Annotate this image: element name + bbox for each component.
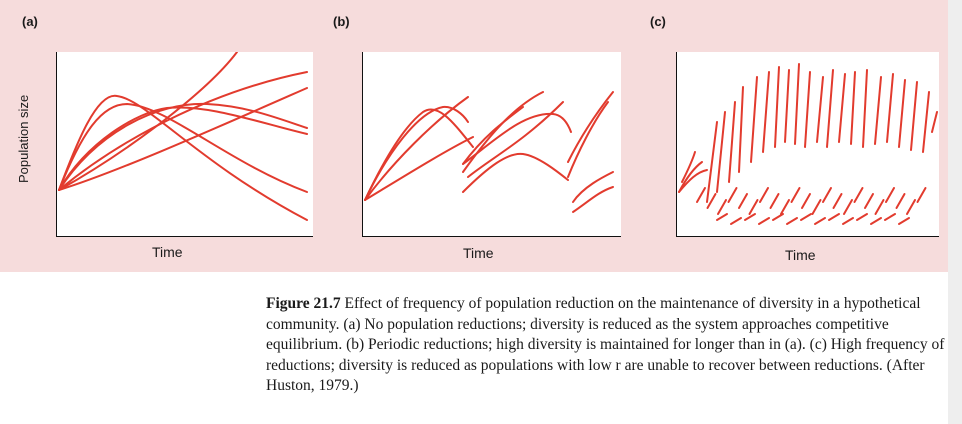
panel-c-curve [706,121,718,203]
panel-c-curve [728,101,736,183]
panel-c-curve [916,187,927,203]
panel-c-curve [874,76,882,145]
panel-c-curve [762,71,770,153]
panel-c-curve [843,199,853,215]
panel-b-curve [572,186,614,213]
panel-c-axes [676,52,939,237]
panel-c-curve [862,69,868,148]
panel-c-curve [681,151,696,183]
panel-c-curve [750,76,758,163]
panel-c-curve [816,76,824,143]
panel-b-label: (b) [333,14,350,29]
panel-c-label: (c) [650,14,666,29]
panel-b-curve [567,91,614,163]
panel-c-curve [814,217,826,225]
panel-c-curve [717,199,727,215]
panel-b-axes [362,52,621,237]
panel-c-curve [801,193,811,209]
caption-figure-number: Figure 21.7 [266,295,341,312]
panel-c-curve [800,213,812,221]
panel-c-curve [832,193,843,209]
panel-c-curve [870,217,882,225]
panel-c-curve [738,86,744,173]
panel-c-plot [678,63,938,225]
panel-c-x-axis-label: Time [785,247,816,263]
panel-c-curve [716,213,728,221]
panel-a-curve [58,106,308,191]
panel-a-curve [58,94,308,221]
panel-a-axes [56,52,313,237]
panel-c-curve [716,111,726,193]
page-edge [948,0,962,424]
panel-b-curve [572,171,614,203]
panel-c-curve [804,71,811,148]
panel-a-curve [58,52,238,191]
panel-a-label: (a) [22,14,38,29]
panel-c-curve [769,193,780,209]
panel-b-curve [364,105,469,201]
panel-c-curve [874,199,885,215]
panel-c-curve [758,217,770,225]
figure-panel-area: (a) (b) (c) Population size Time Time Ti… [0,0,962,272]
panel-c-curve [886,73,894,143]
panel-c-curve [774,66,780,148]
panel-c-curve [748,199,759,215]
figure-caption: Figure 21.7 Effect of frequency of popul… [266,294,956,397]
panel-b-curve [567,101,609,178]
panel-b-curve [462,91,544,173]
panel-c-curve [895,193,906,209]
panel-c-curve [678,169,708,193]
panel-c-curve [828,213,840,221]
panel-c-curve [786,217,798,225]
panel-b-curve [364,136,474,201]
panel-c-curve [730,217,742,225]
panel-b-curve [462,152,569,193]
panel-b-curve [467,101,564,178]
panel-c-curve [838,73,846,143]
panel-c-curve [727,187,738,203]
panel-c-curve [898,217,910,225]
panel-c-curve [898,79,906,148]
panel-a-plot [58,52,308,221]
panel-c-curve [906,199,916,215]
panel-c-curve [744,213,756,221]
panel-c-curve [811,199,822,215]
panel-c-curve [853,187,864,203]
panel-c-curve [922,91,930,153]
panel-c-curve [794,63,800,145]
panel-c-curve [884,213,896,221]
panel-b-curve [364,108,474,201]
panel-a-curve [58,71,308,191]
panel-c-curve [822,187,832,203]
panel-c-curve [856,213,868,221]
panel-c-curve [885,187,895,203]
panel-c-curve [738,193,748,209]
panel-c-curve [759,187,769,203]
panel-c-curve [706,193,717,209]
caption-text: Effect of frequency of population reduct… [266,295,945,394]
panel-c-curve [826,69,834,148]
panel-b-curve [462,112,572,165]
panel-a-curve [58,102,308,193]
panel-c-curve [780,199,790,215]
panel-c-curve [931,111,938,133]
panel-c-curve [864,193,874,209]
y-axis-label: Population size [16,94,31,183]
panel-c-curve [790,187,801,203]
panel-b-curve [364,96,469,201]
panel-a-curve [58,87,308,191]
panel-c-curve [842,217,854,225]
panel-c-curve [772,213,784,221]
panel-b-curve [462,106,524,165]
panel-c-curve [784,69,790,143]
panel-c-curve [850,71,856,145]
panel-b-x-axis-label: Time [463,245,494,261]
panel-c-curve [910,81,918,151]
panel-c-curve [696,187,706,203]
panel-a-x-axis-label: Time [152,244,183,260]
panel-b-plot [364,91,614,213]
